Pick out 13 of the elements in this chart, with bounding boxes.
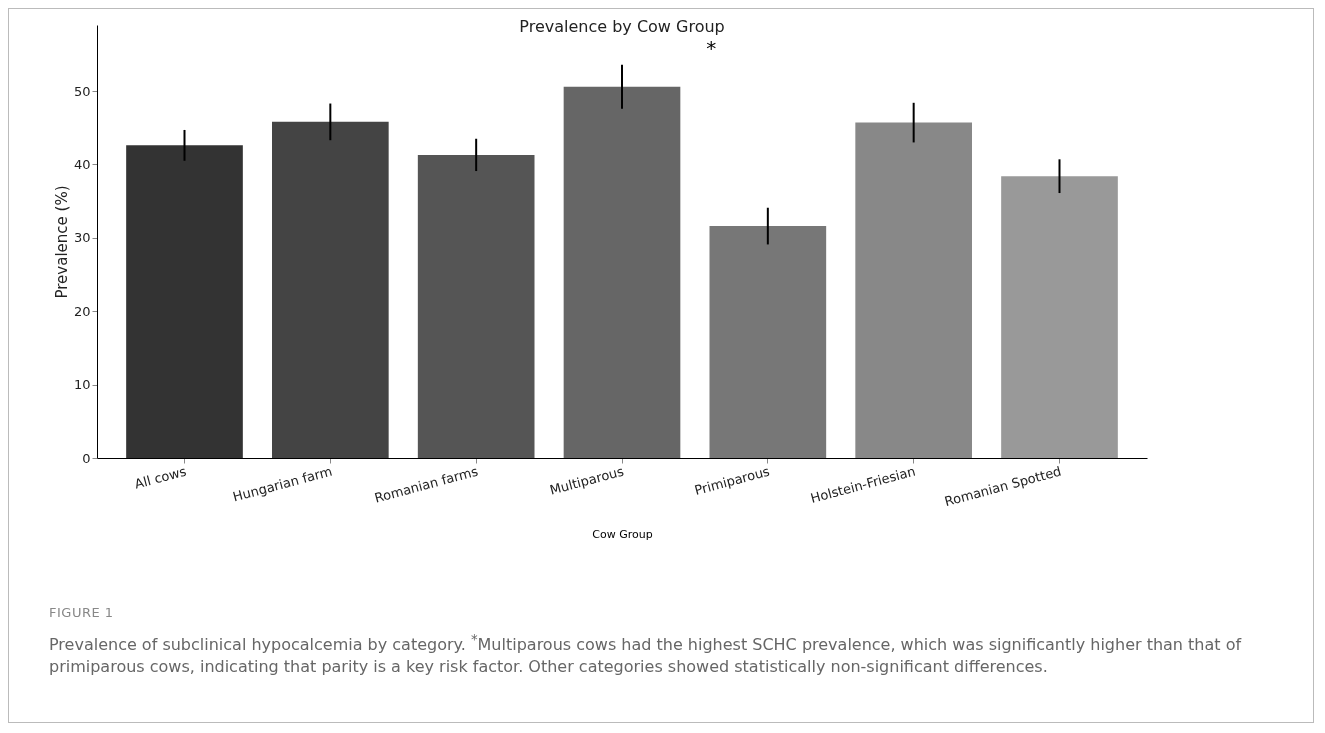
y-tick-label: 30 bbox=[73, 230, 91, 246]
text: Prevalence of subclinical hypocalcemia by category. $^{*}$Multiparous cows had the highest SCHC prevalence, which was significantly higher than that of primiparous cows, indicating that parity is a key risk factor. Other categories showed statistically non-significant differences. bbox=[49, 631, 1243, 679]
y-axis-title: Prevalence (%) bbox=[52, 185, 71, 299]
x-tick-label: All cows bbox=[133, 463, 189, 492]
x-axis-title: Cow Group bbox=[592, 528, 653, 542]
y-tick-label: 50 bbox=[73, 83, 91, 99]
y-tick-label: 10 bbox=[73, 377, 91, 393]
y-tick-label: 20 bbox=[73, 303, 91, 319]
chart-title: Prevalence by Cow Group bbox=[519, 17, 725, 36]
y-tick-label: 0 bbox=[82, 450, 91, 466]
caption: FIGURE 1 bbox=[49, 605, 114, 620]
annotation: * bbox=[706, 36, 717, 60]
y-tick-label: 40 bbox=[73, 156, 91, 172]
